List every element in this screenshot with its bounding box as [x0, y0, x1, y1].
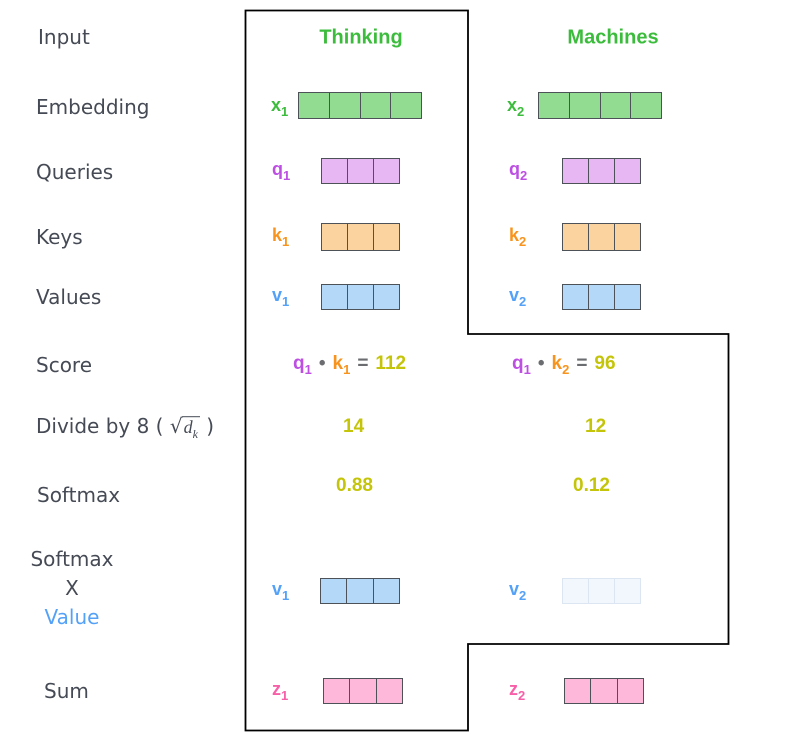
vector-cell: [324, 679, 350, 703]
score-value-2: 96: [594, 353, 616, 375]
vector-cell: [375, 679, 402, 703]
vector-cell: [539, 93, 569, 118]
divide-prefix: Divide by 8 (: [36, 414, 164, 439]
vector-cell: [321, 579, 347, 603]
vector-cell: [373, 285, 399, 309]
vector-cell: [563, 285, 588, 309]
vector-cell: [614, 224, 640, 250]
x1-label: x1: [271, 95, 289, 119]
k2-vector: [562, 223, 641, 251]
vector-cell: [630, 93, 661, 118]
vector-cell: [563, 159, 588, 183]
vector-cell: [588, 285, 614, 309]
softmax-x-value-line3: Value: [44, 605, 100, 629]
row-label-sum: Sum: [44, 679, 89, 703]
vector-cell: [614, 159, 640, 183]
vector-cell: [590, 679, 617, 703]
divide-value-2: 12: [585, 416, 607, 437]
x2-label: x2: [507, 95, 525, 119]
softmax-x-value-line1: Softmax: [30, 547, 114, 571]
score-equation-1: q1 • k1 = 112: [293, 353, 407, 377]
z1-label: z1: [272, 679, 289, 703]
vector-cell: [568, 93, 600, 118]
vector-cell: [390, 93, 421, 118]
vector-cell: [588, 224, 614, 250]
row-label-keys: Keys: [36, 225, 83, 249]
v1-weighted-vector: [320, 578, 400, 604]
divide-suffix: ): [206, 414, 215, 439]
v1-label: v1: [272, 285, 290, 309]
k1-vector: [321, 223, 400, 251]
column-header-machines: Machines: [567, 26, 659, 49]
q2-label: q2: [509, 159, 528, 183]
row-label-input: Input: [38, 25, 90, 49]
score-equation-2: q1 • k2 = 96: [512, 353, 616, 377]
q1-label: q1: [272, 159, 291, 183]
v2-vector: [562, 284, 641, 310]
vector-cell: [322, 159, 347, 183]
row-label-values: Values: [36, 285, 102, 309]
row-label-queries: Queries: [36, 160, 114, 184]
z2-vector: [564, 678, 644, 704]
q1-vector: [321, 158, 400, 184]
v1-weighted-label: v1: [272, 579, 290, 603]
sqrt-symbol: √: [169, 414, 183, 439]
divide-value-1: 14: [343, 416, 365, 437]
softmax-value-2: 0.12: [573, 475, 610, 496]
vector-cell: [346, 579, 373, 603]
vector-cell: [347, 224, 373, 250]
z1-vector: [323, 678, 403, 704]
z2-label: z2: [509, 679, 526, 703]
sqrt-radicand: dk: [181, 416, 200, 441]
row-label-score: Score: [36, 353, 93, 377]
row-label-softmax: Softmax: [37, 483, 121, 507]
vector-cell: [563, 224, 588, 250]
column-header-thinking: Thinking: [319, 26, 403, 49]
score-value-1: 112: [375, 353, 407, 375]
k1-label: k1: [272, 225, 290, 249]
vector-cell: [588, 579, 614, 603]
x2-vector: [538, 92, 662, 119]
vector-cell: [614, 579, 640, 603]
row-label-divide: Divide by 8 ( √dk ): [36, 414, 214, 442]
vector-cell: [349, 679, 376, 703]
v2-weighted-label: v2: [509, 579, 527, 603]
vector-cell: [372, 579, 399, 603]
vector-cell: [373, 224, 399, 250]
vector-cell: [322, 285, 347, 309]
vector-cell: [588, 159, 614, 183]
v2-label: v2: [509, 285, 527, 309]
k2-label: k2: [509, 225, 527, 249]
dot-operator: •: [537, 353, 545, 375]
v2-weighted-vector-faded: [562, 578, 641, 604]
v1-vector: [321, 284, 400, 310]
vector-cell: [616, 679, 643, 703]
dot-operator: •: [318, 353, 326, 375]
vector-cell: [614, 285, 640, 309]
vector-cell: [359, 93, 391, 118]
vector-cell: [373, 159, 399, 183]
vector-cell: [299, 93, 329, 118]
softmax-x-value-line2: X: [65, 576, 79, 600]
softmax-value-1: 0.88: [336, 475, 373, 496]
vector-cell: [322, 224, 347, 250]
row-label-softmax-x-value: Softmax X Value: [22, 545, 122, 632]
x1-vector: [298, 92, 422, 119]
vector-cell: [328, 93, 360, 118]
vector-cell: [347, 159, 373, 183]
row-label-embedding: Embedding: [36, 95, 150, 119]
vector-cell: [563, 579, 588, 603]
vector-cell: [347, 285, 373, 309]
vector-cell: [599, 93, 631, 118]
q2-vector: [562, 158, 641, 184]
vector-cell: [565, 679, 591, 703]
